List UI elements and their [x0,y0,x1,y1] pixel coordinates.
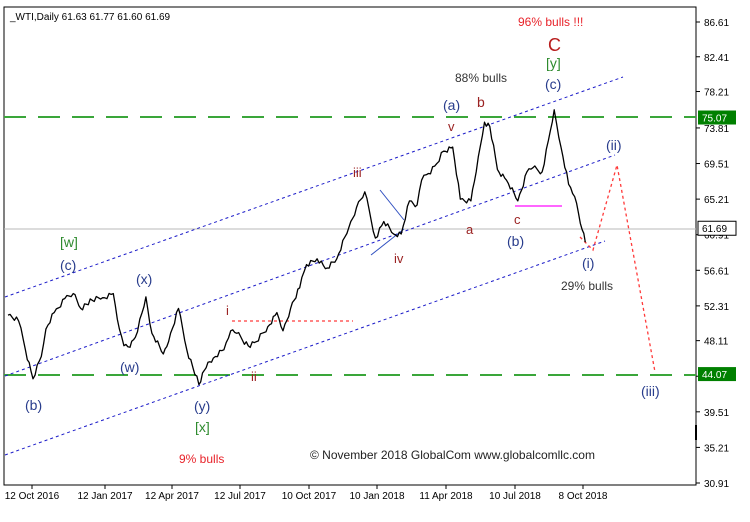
price-line [7,109,586,386]
label-c-red: c [514,212,521,227]
label-29-bulls: 29% bulls [561,279,613,293]
label-y-blue: (y) [194,398,210,414]
y-tick-label: 82.41 [704,53,729,64]
x-tick-label: 12 Oct 2016 [5,491,60,502]
y-tick-label: 86.61 [704,18,729,29]
label-iv-red: iv [394,251,404,266]
label-b-red: b [477,94,485,110]
label-C-big: C [548,35,561,55]
price-markers: 75.07 61.69 44.07 [697,110,737,382]
label-w-green: [w] [60,234,78,250]
price-marker-box [698,110,736,125]
label-a-blue-top: (a) [443,97,460,113]
label-a-red: a [466,222,474,237]
label-c-blue-top: (c) [545,76,561,92]
label-88-bulls: 88% bulls [455,71,507,85]
label-9-bulls: 9% bulls [179,452,224,466]
x-tick-label: 11 Apr 2018 [419,491,473,502]
copyright-notice: © November 2018 GlobalCom www.globalcoml… [310,448,595,462]
label-c-blue-left: (c) [60,257,76,273]
y-axis: 86.61 82.41 78.21 73.81 69.51 65.21 60.91 56.61… [695,18,729,490]
y-tick-label: 39.51 [704,408,729,419]
y-tick-label: 52.31 [704,302,729,313]
forecast-path [579,164,656,373]
x-tick-label: 10 Jul 2018 [489,491,541,502]
price-series [7,109,586,386]
x-tick-label: 12 Jan 2017 [77,491,132,502]
label-96-bulls: 96% bulls !!! [518,15,583,29]
chart-title: _WTI,Daily 61.63 61.77 61.60 61.69 [9,12,171,23]
x-tick-label: 10 Jan 2018 [349,491,404,502]
label-b-blue-mid: (b) [507,233,524,249]
label-b-blue-left: (b) [25,397,42,413]
y-tick-label: 73.81 [704,124,729,135]
label-ii-blue: (ii) [606,137,622,153]
y-tick-label: 30.91 [704,479,729,490]
wave-annotations: [w] (c) (b) (x) (w) (y) [x] 9% bulls i i… [25,15,660,466]
label-iii-red: iii [353,165,362,180]
channel-upper-line [4,76,624,298]
label-i-blue: (i) [582,255,594,271]
y-tick-label: 65.21 [704,195,729,206]
price-marker-label: 75.07 [702,114,727,125]
label-x-green: [x] [195,419,210,435]
wave-iii-trend-line [379,189,405,221]
y-tick-label: 69.51 [704,160,729,171]
x-tick-label: 10 Oct 2017 [282,491,337,502]
y-tick-label: 35.21 [704,443,729,454]
label-w-blue: (w) [120,359,139,375]
y-tick-label: 78.21 [704,88,729,99]
label-iii-blue: (iii) [641,383,660,399]
y-tick-label: 56.61 [704,266,729,277]
price-marker-label: 61.69 [702,224,727,235]
y-tick-label: 60.91 [704,231,729,242]
label-ii-red: ii [251,369,257,384]
x-tick-label: 12 Jul 2017 [214,491,266,502]
plot-frame [3,6,697,486]
x-tick-label: 8 Oct 2018 [559,491,608,502]
x-tick-label: 12 Apr 2017 [145,491,199,502]
channel-lower-line [4,240,606,456]
label-y-green: [y] [546,55,561,71]
price-marker-box [698,367,736,382]
label-i-red: i [226,303,229,318]
price-marker-box [697,220,737,236]
x-axis: 12 Oct 2016 12 Jan 2017 12 Apr 2017 12 Jul … [5,485,608,502]
price-marker-label: 44.07 [702,370,727,381]
label-x-blue: (x) [136,271,152,287]
y-tick-label: 48.11 [704,337,729,348]
label-v-red: v [448,119,455,134]
